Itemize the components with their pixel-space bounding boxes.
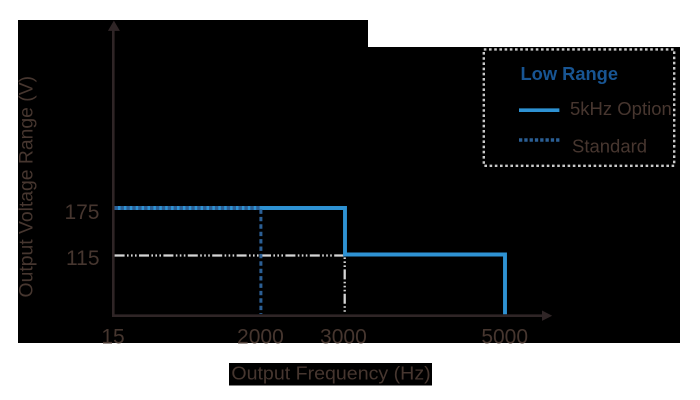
svg-text:175: 175 <box>64 201 99 224</box>
svg-text:Standard: Standard <box>572 136 647 157</box>
svg-text:Output Frequency (Hz): Output Frequency (Hz) <box>231 362 430 383</box>
svg-text:5kHz Option: 5kHz Option <box>570 98 672 119</box>
svg-text:15: 15 <box>101 326 124 349</box>
svg-text:115: 115 <box>66 247 99 270</box>
svg-text:3000: 3000 <box>320 326 367 349</box>
svg-text:Low Range: Low Range <box>521 63 619 84</box>
svg-text:5000: 5000 <box>481 326 528 349</box>
svg-text:Output Voltage Range (V): Output Voltage Range (V) <box>17 76 38 298</box>
svg-text:2000: 2000 <box>237 326 284 349</box>
